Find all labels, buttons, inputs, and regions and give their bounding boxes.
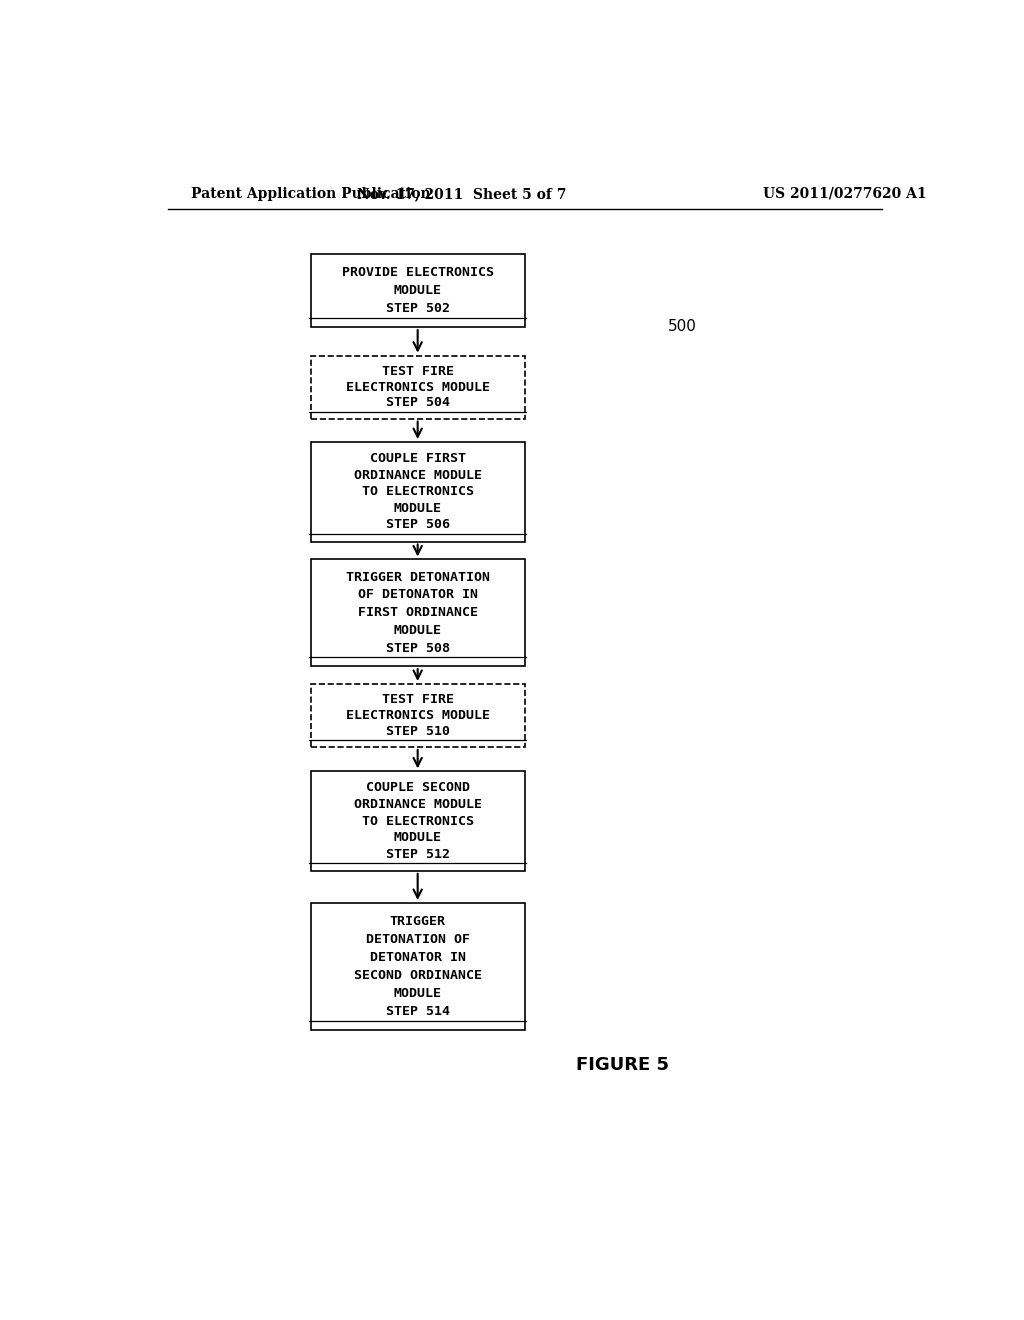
Text: ORDINANCE MODULE: ORDINANCE MODULE [353,469,481,482]
Text: STEP 502: STEP 502 [386,302,450,315]
Text: MODULE: MODULE [393,502,441,515]
Text: TEST FIRE: TEST FIRE [382,364,454,378]
Text: STEP 508: STEP 508 [386,642,450,655]
Text: OF DETONATOR IN: OF DETONATOR IN [357,589,477,602]
Bar [310,684,525,747]
Text: PROVIDE ELECTRONICS: PROVIDE ELECTRONICS [342,265,494,279]
Text: MODULE: MODULE [393,987,441,1001]
Text: TRIGGER: TRIGGER [390,915,445,928]
Bar [310,355,525,418]
Text: TO ELECTRONICS: TO ELECTRONICS [361,486,474,498]
Text: 500: 500 [668,318,696,334]
Text: TO ELECTRONICS: TO ELECTRONICS [361,814,474,828]
Bar [310,771,525,871]
Text: SECOND ORDINANCE: SECOND ORDINANCE [353,969,481,982]
Text: FIGURE 5: FIGURE 5 [577,1056,670,1074]
Text: MODULE: MODULE [393,832,441,845]
Text: COUPLE SECOND: COUPLE SECOND [366,781,470,795]
Text: TRIGGER DETONATION: TRIGGER DETONATION [346,570,489,583]
Bar [310,903,525,1030]
Text: FIRST ORDINANCE: FIRST ORDINANCE [357,606,477,619]
Text: Patent Application Publication: Patent Application Publication [191,187,431,201]
Text: COUPLE FIRST: COUPLE FIRST [370,451,466,465]
Bar [310,560,525,667]
Text: Nov. 17, 2011  Sheet 5 of 7: Nov. 17, 2011 Sheet 5 of 7 [356,187,566,201]
Text: STEP 512: STEP 512 [386,847,450,861]
Text: DETONATOR IN: DETONATOR IN [370,950,466,964]
Text: ELECTRONICS MODULE: ELECTRONICS MODULE [346,709,489,722]
Text: ORDINANCE MODULE: ORDINANCE MODULE [353,799,481,810]
Bar [310,442,525,541]
Text: MODULE: MODULE [393,624,441,638]
Text: DETONATION OF: DETONATION OF [366,933,470,945]
Text: MODULE: MODULE [393,284,441,297]
Text: STEP 514: STEP 514 [386,1006,450,1018]
Text: STEP 510: STEP 510 [386,725,450,738]
Text: ELECTRONICS MODULE: ELECTRONICS MODULE [346,380,489,393]
Text: TEST FIRE: TEST FIRE [382,693,454,706]
Text: STEP 506: STEP 506 [386,519,450,532]
Text: STEP 504: STEP 504 [386,396,450,409]
Bar [310,253,525,327]
Text: US 2011/0277620 A1: US 2011/0277620 A1 [763,187,927,201]
